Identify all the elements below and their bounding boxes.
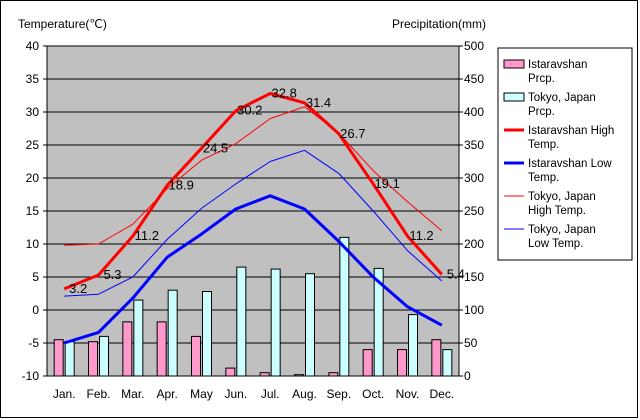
data-label: 5.4 [447,266,465,281]
x-tick-label: Mar. [121,387,144,401]
bar-istaravshan-prcp [191,335,201,377]
y-tick-label: 15 [26,204,40,218]
y-axis-title: Temperature(℃) [18,17,107,31]
x-tick-label: Dec. [429,387,454,401]
data-label: 24.5 [203,140,228,155]
legend-label: Low Temp. [528,238,583,250]
y2-axis-title: Precipitation(mm) [392,17,486,31]
line-istaravshan-low-temp [63,194,443,345]
data-label: 3.2 [69,281,87,296]
legend-label: High Temp. [528,205,586,217]
bar-istaravshan-prcp [362,349,373,377]
legend-label: Tokyo, Japan [528,92,596,104]
bar-istaravshan-prcp [294,374,304,377]
line-tokyo-japan-high-temp [64,106,443,246]
x-tick-label: Jan. [53,387,76,401]
data-label: 26.7 [340,126,365,141]
legend-label: Temp. [528,172,559,184]
y-tick-label: 10 [26,237,40,251]
legend-label: Temp. [528,139,559,151]
y2-tick-label: 100 [464,303,484,317]
x-tick-label: Aug. [292,387,317,401]
y2-tick-label: 250 [464,204,484,218]
bar-tokyo-prcp [167,289,178,377]
bar-tokyo-prcp [133,299,144,377]
legend-label: Prcp. [528,73,555,85]
bar-istaravshan-prcp [397,349,407,377]
data-label: 11.2 [409,228,433,243]
x-tick-label: Nov. [396,387,420,401]
line-tokyo-japan-low-temp [64,149,443,297]
y2-tick-label: 500 [464,39,484,53]
x-tick-label: May [190,387,213,401]
x-tick-label: Apr. [156,387,177,401]
data-label: 31.4 [306,95,331,110]
y-tick-label: 40 [26,39,40,53]
legend-label: Istaravshan High [528,125,614,137]
bar-tokyo-prcp [202,291,212,377]
data-label: 19.1 [375,176,400,191]
bar-istaravshan-prcp [225,367,236,377]
legend-swatch [503,92,525,102]
data-label: 30.2 [237,103,262,118]
legend-box [497,47,633,261]
y2-tick-label: 350 [464,138,484,152]
y-tick-label: -10 [22,369,40,383]
legend-label: Prcp. [528,106,555,118]
bar-tokyo-prcp [373,267,384,377]
data-label: 5.3 [103,267,121,282]
data-label: 32.8 [272,86,297,101]
y2-tick-label: 0 [464,369,471,383]
x-tick-label: Jun. [224,387,247,401]
y2-tick-label: 300 [464,171,484,185]
bar-istaravshan-prcp [431,339,442,377]
y2-tick-label: 400 [464,105,484,119]
bar-tokyo-prcp [408,314,418,377]
legend-swatch [503,59,525,69]
legend-label: Istaravshan Low [528,158,612,170]
bar-tokyo-prcp [236,266,247,377]
line-istaravshan-high-temp [63,92,443,291]
bar-istaravshan-prcp [122,321,133,377]
bar-tokyo-prcp [99,335,109,377]
data-label: 11.2 [135,228,159,243]
x-tick-label: Jul. [261,387,280,401]
bar-tokyo-prcp [339,236,350,377]
y2-tick-label: 150 [464,270,484,284]
bar-tokyo-prcp [64,341,75,377]
bar-istaravshan-prcp [53,339,64,377]
x-tick-label: Feb. [86,387,110,401]
x-tick-label: Oct. [362,387,384,401]
legend-label: Istaravshan [528,59,587,71]
y-tick-label: 25 [26,138,40,152]
bar-istaravshan-prcp [328,372,339,377]
bar-istaravshan-prcp [88,341,98,377]
y2-tick-label: 200 [464,237,484,251]
bar-tokyo-prcp [305,273,315,377]
y-tick-label: 30 [26,105,40,119]
y2-tick-label: 450 [464,72,484,86]
data-label: 18.9 [169,177,194,192]
y2-tick-label: 50 [464,336,478,350]
y-tick-label: 35 [26,72,40,86]
y-tick-label: 20 [26,171,40,185]
y-tick-label: 5 [32,270,39,284]
legend-label: Tokyo, Japan [528,191,596,203]
bar-tokyo-prcp [270,268,281,377]
y-tick-label: -5 [28,336,39,350]
x-tick-label: Sep. [326,387,351,401]
bar-istaravshan-prcp [259,372,270,377]
bar-tokyo-prcp [442,349,453,377]
legend-label: Tokyo, Japan [528,224,596,236]
y-tick-label: 0 [32,303,39,317]
bar-istaravshan-prcp [156,321,167,377]
